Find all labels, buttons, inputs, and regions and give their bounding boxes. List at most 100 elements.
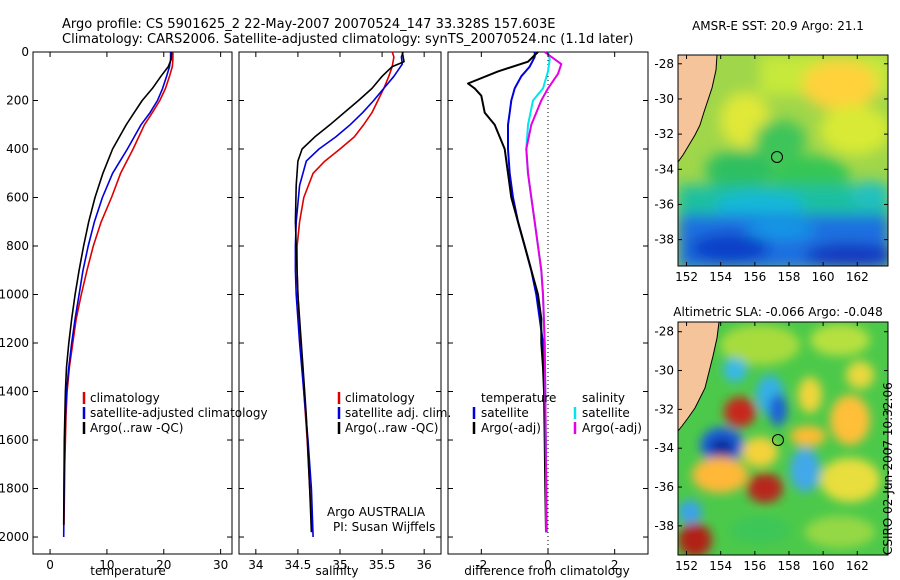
difference-legend: temperature satellite Argo(-adj) salinit… [472,391,642,435]
series-line-satellite-adjusted-climatology [62,52,172,538]
map-x-tick-label: 162 [846,559,869,573]
x-tick-label: 20 [156,558,171,572]
y-tick-label: 800 [6,239,29,253]
sst-map-frame [677,54,889,267]
figure-title-line2: Climatology: CARS2006. Satellite-adjuste… [62,32,634,47]
map-y-tick-label: -34 [654,441,674,455]
y-tick-label: 1800 [0,482,29,496]
y-tick-label: 2000 [0,530,29,544]
y-tick-label: 400 [6,142,29,156]
x-tick-label: -2 [475,558,487,572]
difference-xlabel: difference from climatology [464,564,630,578]
series-line-temperature-argo-adj- [467,51,547,533]
series-line-salinity-argo-adj- [525,51,563,533]
salinity-series [294,51,405,538]
salinity-axes [238,51,442,555]
temperature-xticks: 0 10 20 30 [46,52,228,572]
sst-map-title: AMSR-E SST: 20.9 Argo: 21.1 [692,19,864,33]
sla-yticks: -28 -30 -32 -34 -36 -38 [654,325,888,533]
figure-title-line1: Argo profile: CS 5901625_2 22-May-2007 2… [62,17,555,32]
salinity-legend: climatology satellite adj. clim. Argo(..… [327,391,451,534]
x-tick-label: 0 [544,558,552,572]
x-tick-label: 34.5 [285,558,312,572]
y-tick-label: 200 [6,94,29,108]
temperature-axes [32,51,233,555]
map-x-tick-label: 152 [675,559,698,573]
depth-tick-marks [33,51,648,538]
map-x-tick-label: 158 [778,270,801,284]
x-tick-label: 0 [46,558,54,572]
map-y-tick-label: -38 [654,233,674,247]
depth-tick-labels: 0 200 400 600 800 1000 1200 1400 1600 1800 2000 [0,45,29,544]
map-x-tick-label: 154 [709,270,732,284]
temperature-legend: climatology satellite-adjusted climatolo… [82,391,268,435]
series-line-argo-raw-qc- [62,51,173,525]
x-tick-label: 36 [417,558,432,572]
legend-entry: satellite [481,406,529,420]
map-y-tick-label: -30 [654,92,674,106]
map-y-tick-label: -34 [654,162,674,176]
map-x-tick-label: 152 [675,270,698,284]
sla-heatmap [678,322,888,555]
y-tick-label: 1200 [0,336,29,350]
legend-entry: satellite-adjusted climatology [90,406,268,420]
legend-entry: Argo(..raw -QC) [90,421,183,435]
map-x-tick-label: 156 [743,559,766,573]
side-timestamp: CSIRO 02-Jun-2007 10:32:06 [881,382,895,555]
sst-profile-marker [771,151,783,163]
salinity-xticks: 34 34.5 35 35.5 36 [248,52,432,572]
legend-entry: Argo(-adj) [481,421,541,435]
pi-annotation: PI: Susan Wijffels [333,520,435,534]
legend-entry: satellite adj. clim. [345,406,451,420]
sst-xticks: 152 154 156 158 160 162 [675,55,869,284]
legend-heading-temperature: temperature [481,391,556,405]
y-tick-label: 600 [6,191,29,205]
x-tick-label: 34 [248,558,263,572]
y-tick-label: 1400 [0,385,29,399]
map-x-tick-label: 154 [709,559,732,573]
sla-xticks: 152 154 156 158 160 162 [675,322,869,573]
map-x-tick-label: 156 [743,270,766,284]
x-tick-label: 30 [213,558,228,572]
x-tick-label: 35 [332,558,347,572]
difference-series [467,51,563,533]
difference-axes [447,51,649,555]
legend-entry: Argo(-adj) [582,421,642,435]
series-line-climatology [296,51,395,533]
series-line-satellite-adj-clim- [294,51,404,538]
map-y-tick-label: -30 [654,364,674,378]
sst-yticks: -28 -30 -32 -34 -36 -38 [654,57,888,247]
x-tick-label: 10 [99,558,114,572]
map-x-tick-label: 162 [846,270,869,284]
legend-entry: climatology [90,391,160,405]
y-tick-label: 1600 [0,433,29,447]
legend-entry: climatology [345,391,415,405]
map-y-tick-label: -28 [654,57,674,71]
legend-heading-salinity: salinity [582,391,625,405]
sla-profile-marker [772,434,784,446]
sla-map-frame [677,321,889,556]
x-tick-label: 2 [611,558,619,572]
map-y-tick-label: -32 [654,127,674,141]
map-y-tick-label: -36 [654,480,674,494]
map-x-tick-label: 160 [812,270,835,284]
map-x-tick-label: 160 [812,559,835,573]
map-y-tick-label: -28 [654,325,674,339]
map-y-tick-label: -36 [654,197,674,211]
series-line-argo-raw-qc- [294,51,405,533]
sst-heatmap [678,55,888,266]
map-y-tick-label: -32 [654,402,674,416]
temperature-series [62,51,174,538]
x-tick-label: 35.5 [369,558,396,572]
temperature-xlabel: temperature [90,564,165,578]
legend-entry: Argo(..raw -QC) [345,421,438,435]
map-x-tick-label: 158 [778,559,801,573]
argo-australia-annotation: Argo AUSTRALIA [327,505,426,519]
legend-entry: satellite [582,406,630,420]
y-tick-label: 0 [21,45,29,59]
difference-xticks: -2 0 2 [475,52,618,572]
map-y-tick-label: -38 [654,519,674,533]
salinity-xlabel: salinity [315,564,358,578]
y-tick-label: 1000 [0,288,29,302]
